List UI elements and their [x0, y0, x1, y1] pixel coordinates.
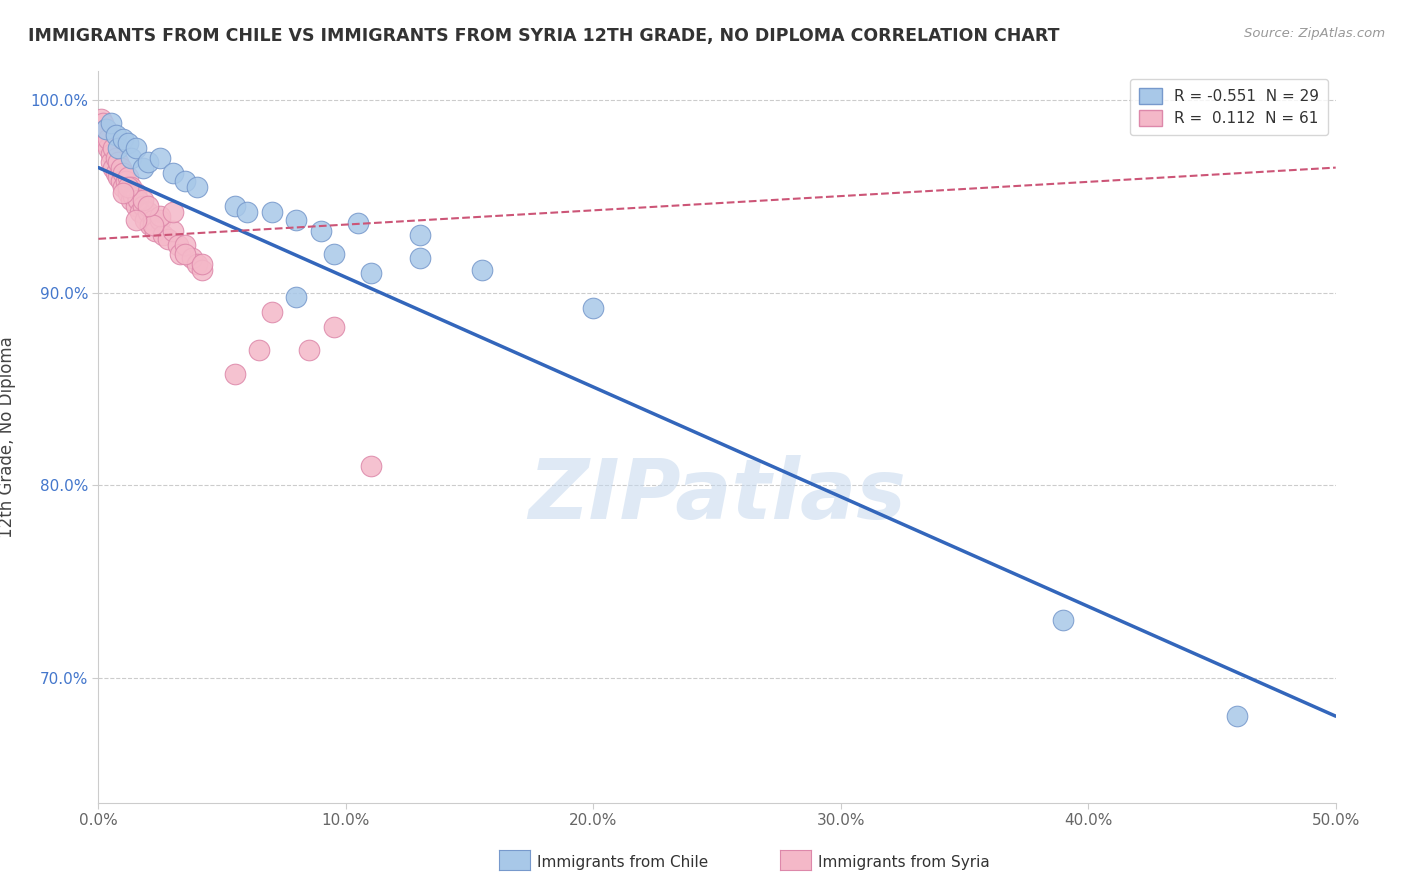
Point [409, 251, 432, 265]
Point [124, 212, 146, 227]
Point [143, 224, 166, 238]
Point [94, 136, 117, 150]
Point [149, 209, 172, 223]
Point [347, 216, 370, 230]
Point [169, 247, 191, 261]
Y-axis label: 12th Grade, No Diploma: 12th Grade, No Diploma [0, 336, 15, 538]
Point [120, 194, 142, 208]
Point [117, 186, 139, 200]
Point [186, 179, 208, 194]
Point [117, 179, 139, 194]
Point [132, 194, 155, 208]
Point [582, 301, 605, 315]
Point [152, 227, 174, 242]
Point [149, 151, 172, 165]
Point [114, 174, 136, 188]
Point [117, 136, 139, 150]
Point [162, 205, 184, 219]
Point [124, 141, 146, 155]
Point [97, 132, 120, 146]
Point [224, 199, 246, 213]
Point [191, 262, 214, 277]
Point [134, 212, 156, 227]
Point [94, 122, 117, 136]
Point [142, 212, 165, 227]
Point [93, 116, 115, 130]
Point [285, 212, 308, 227]
Point [174, 174, 197, 188]
Point [124, 186, 146, 200]
Point [117, 170, 139, 185]
Point [162, 166, 184, 180]
Point [236, 205, 259, 219]
Point [322, 320, 344, 334]
Point [247, 343, 270, 358]
Point [260, 305, 283, 319]
Point [132, 199, 155, 213]
Point [129, 205, 152, 219]
Point [191, 257, 214, 271]
Point [100, 147, 122, 161]
Point [181, 251, 204, 265]
Point [260, 205, 283, 219]
Point [132, 161, 155, 175]
Point [104, 166, 127, 180]
Legend: R = -0.551  N = 29, R =  0.112  N = 61: R = -0.551 N = 29, R = 0.112 N = 61 [1129, 79, 1329, 136]
Point [120, 151, 142, 165]
Point [120, 179, 142, 194]
Point [139, 219, 162, 233]
Point [174, 237, 197, 252]
Point [162, 224, 184, 238]
Point [1052, 613, 1074, 627]
Point [104, 128, 127, 142]
Text: Immigrants from Chile: Immigrants from Chile [537, 855, 709, 870]
Point [93, 128, 115, 142]
Point [360, 458, 382, 473]
Text: IMMIGRANTS FROM CHILE VS IMMIGRANTS FROM SYRIA 12TH GRADE, NO DIPLOMA CORRELATIO: IMMIGRANTS FROM CHILE VS IMMIGRANTS FROM… [28, 27, 1060, 45]
Point [409, 227, 432, 242]
Text: Source: ZipAtlas.com: Source: ZipAtlas.com [1244, 27, 1385, 40]
Point [90, 112, 112, 127]
Point [149, 212, 172, 227]
Point [110, 174, 132, 188]
Text: Immigrants from Syria: Immigrants from Syria [818, 855, 990, 870]
Text: ZIPatlas: ZIPatlas [529, 455, 905, 536]
Point [107, 170, 129, 185]
Point [112, 166, 135, 180]
Point [112, 179, 135, 194]
Point [166, 237, 188, 252]
Point [186, 257, 208, 271]
Point [112, 186, 135, 200]
Point [103, 161, 125, 175]
Point [110, 161, 132, 175]
Point [136, 205, 159, 219]
Point [309, 224, 332, 238]
Point [122, 189, 145, 203]
Point [100, 116, 122, 130]
Point [124, 199, 146, 213]
Point [100, 154, 122, 169]
Point [156, 232, 179, 246]
Point [322, 247, 344, 261]
Point [127, 194, 149, 208]
Point [142, 219, 165, 233]
Point [471, 262, 494, 277]
Point [285, 289, 308, 303]
Point [107, 141, 129, 155]
Point [174, 247, 197, 261]
Point [97, 141, 120, 155]
Point [1226, 709, 1249, 723]
Point [298, 343, 321, 358]
Point [136, 154, 159, 169]
Point [136, 199, 159, 213]
Point [103, 141, 125, 155]
Point [94, 122, 117, 136]
Point [107, 154, 129, 169]
Point [104, 151, 127, 165]
Point [224, 367, 246, 381]
Point [112, 132, 135, 146]
Point [360, 267, 382, 281]
